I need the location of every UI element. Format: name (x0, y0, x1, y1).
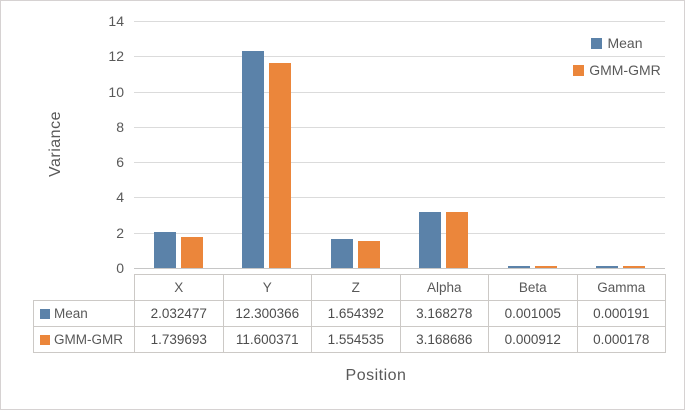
y-tick-label-10: 10 (108, 83, 124, 100)
table-row-mean: Mean 2.032477 12.300366 1.654392 3.168278 0.0… (33, 300, 666, 327)
mean-legend-swatch-icon (591, 37, 603, 49)
bar-gmm-gmr-x (180, 237, 203, 268)
value-gmm-gmr-gamma: 0.000178 (576, 326, 666, 353)
y-tick-label-2: 2 (116, 224, 124, 241)
value-gmm-gmr-y: 11.600371 (222, 326, 312, 353)
value-mean-z: 1.654392 (311, 300, 401, 327)
x-axis-line (134, 268, 665, 269)
plot-area (134, 21, 665, 269)
bar-mean-y (242, 51, 265, 268)
table-blank-cell (34, 275, 135, 301)
row-label-gmm-gmr: GMM-GMR (33, 326, 135, 353)
y-tick-label-14: 14 (108, 13, 124, 29)
value-gmm-gmr-x: 1.739693 (134, 326, 224, 353)
value-mean-alpha: 3.168278 (399, 300, 489, 327)
value-gmm-gmr-z: 1.554535 (311, 326, 401, 353)
legend-entry-mean: Mean (591, 35, 643, 51)
row-label-mean: Mean (33, 300, 135, 327)
gridline-y10 (134, 91, 665, 93)
category-header-z: Z (311, 274, 401, 301)
legend: Mean GMM-GMR (557, 35, 677, 78)
gridline-y4 (134, 197, 665, 199)
y-tick-label-4: 4 (116, 189, 124, 206)
y-tick-label-12: 12 (108, 48, 124, 65)
bar-gmm-gmr-alpha (446, 212, 469, 268)
bar-gmm-gmr-z (357, 240, 380, 268)
gridline-y2 (134, 232, 665, 234)
value-mean-gamma: 0.000191 (576, 300, 666, 327)
legend-label-mean: Mean (607, 35, 643, 51)
y-tick-label-6: 6 (116, 154, 124, 171)
bar-mean-z (330, 238, 353, 268)
category-header-y: Y (222, 274, 312, 301)
gridline-y12 (134, 56, 665, 58)
x-axis-title: Position (345, 367, 407, 384)
legend-entry-gmm-gmr: GMM-GMR (573, 62, 661, 78)
value-gmm-gmr-alpha: 3.168686 (399, 326, 489, 353)
bar-gmm-gmr-gamma (623, 266, 646, 268)
bar-mean-beta (507, 266, 530, 268)
value-mean-x: 2.032477 (134, 300, 224, 327)
bar-mean-gamma (596, 266, 619, 268)
y-axis-title: Variance (47, 111, 64, 177)
bar-mean-alpha (419, 212, 442, 268)
y-tick-label-0: 0 (116, 260, 124, 276)
bar-gmm-gmr-beta (534, 266, 557, 268)
gridline-y6 (134, 162, 665, 164)
table-header-row: X Y Z Alpha Beta Gamma (34, 274, 666, 301)
mean-series-swatch-icon (40, 309, 50, 319)
gmm-gmr-series-swatch-icon (40, 335, 50, 345)
table-row-gmm-gmr: GMM-GMR 1.739693 11.600371 1.554535 3.168686… (33, 326, 666, 353)
data-table-wrap: X Y Z Alpha Beta Gamma Mean 2.032477 12.300366 1.… (33, 274, 666, 353)
category-header-beta: Beta (488, 274, 578, 301)
gmm-gmr-legend-swatch-icon (573, 64, 585, 76)
category-header-x: X (134, 274, 224, 301)
y-tick-label-8: 8 (116, 118, 124, 135)
gridline-y8 (134, 126, 665, 128)
value-mean-y: 12.300366 (222, 300, 312, 327)
gridline-y14 (134, 21, 665, 22)
category-header-gamma: Gamma (576, 274, 666, 301)
value-gmm-gmr-beta: 0.000912 (488, 326, 578, 353)
category-header-alpha: Alpha (399, 274, 489, 301)
value-mean-beta: 0.001005 (488, 300, 578, 327)
bar-mean-x (153, 232, 176, 268)
bar-gmm-gmr-y (269, 63, 292, 268)
legend-label-gmm-gmr: GMM-GMR (589, 62, 661, 78)
chart-data-table: X Y Z Alpha Beta Gamma Mean 2.032477 12.300366 1.… (33, 274, 666, 353)
